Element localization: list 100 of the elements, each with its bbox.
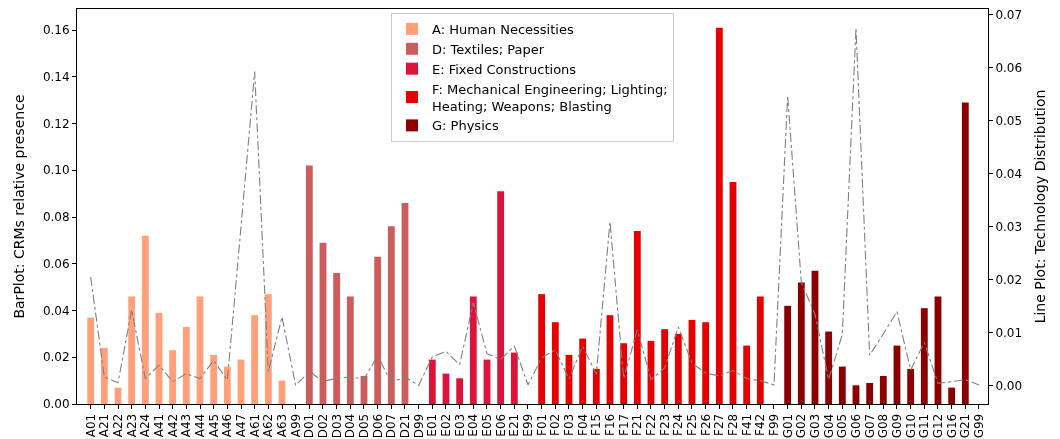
x-tick-label: G03 [807,413,822,439]
x-tick-label: F99 [766,413,781,436]
bar [346,296,354,404]
x-tick-label: F15 [589,413,604,436]
x-tick-label: E21 [507,413,522,437]
bar [702,322,710,404]
bar [141,235,149,404]
y-tick-label: 0.08 [42,210,70,225]
bar [907,368,915,404]
x-tick-label: G04 [821,413,836,439]
x-tick-label: A61 [247,413,262,438]
x-tick-label: D04 [343,413,358,439]
x-tick-label: D05 [356,413,371,439]
y-tick-label: 0.12 [42,116,70,131]
y2-tick-label: 0.07 [995,7,1023,22]
bar [305,165,313,404]
x-tick-label: A45 [206,413,221,438]
x-tick-label: G99 [971,413,986,439]
x-tick-label: A23 [124,413,139,438]
bar [497,191,505,404]
y2-tick-label: 0.01 [995,326,1023,341]
x-tick-label: A46 [220,413,235,438]
x-tick-label: E99 [520,413,535,437]
bar [510,352,518,404]
x-tick-label: G10 [903,413,918,439]
x-tick-label: A42 [165,413,180,438]
bar [633,231,641,404]
y2-axis-title: Line Plot: Technology Distribution [1032,89,1049,324]
x-tick-label: F26 [698,413,713,436]
x-tick-label: D06 [370,413,385,439]
x-tick-label: D07 [384,413,399,439]
bar [825,331,833,404]
bar [674,333,682,404]
bar [948,387,956,404]
bar [551,322,559,404]
bar [838,366,846,404]
legend-label: G: Physics [432,118,499,134]
x-tick-label: E04 [466,413,481,437]
x-tick-label: D21 [397,413,412,439]
x-tick-label: G12 [930,413,945,439]
bar [428,359,436,404]
x-tick-label: D02 [315,413,330,439]
bar [387,226,395,404]
x-tick-label: A43 [179,413,194,438]
x-tick-label: G01 [780,413,795,439]
x-tick-label: G11 [917,413,932,439]
y-tick-label: 0.04 [42,303,70,318]
bar [879,375,887,404]
x-tick-label: A62 [261,413,276,438]
y2-tick-label: 0.02 [995,272,1023,287]
x-tick-label: F28 [725,413,740,436]
x-tick-label: G16 [944,413,959,439]
bar [784,305,792,404]
x-tick-label: G06 [848,413,863,439]
bar [374,256,382,404]
x-tick-label: F42 [753,413,768,436]
x-tick-label: F22 [643,413,658,436]
x-tick-label: A24 [138,413,153,438]
y-tick-label: 0.10 [42,163,70,178]
x-tick-label: E05 [479,413,494,437]
bar [715,27,723,404]
y2-tick-label: 0.06 [995,60,1023,75]
x-tick-label: E01 [425,413,440,437]
bar [538,294,546,404]
bar [128,296,136,404]
y-tick-label: 0.16 [42,23,70,38]
x-tick-label: G09 [889,413,904,439]
bar [961,102,969,404]
x-tick-label: D01 [302,413,317,439]
y-axis-title: BarPlot: CRMs relative presence [11,94,28,319]
x-tick-label: A44 [192,413,207,438]
x-tick-label: F03 [561,413,576,436]
legend-label: F: Mechanical Engineering; Lighting; Heating; Weapons; Blasting [432,81,668,114]
y2-tick-label: 0.03 [995,219,1023,234]
x-tick-label: G05 [835,413,850,439]
bar [592,368,600,404]
bar [469,296,477,404]
x-tick-label: A41 [151,413,166,438]
legend-label: D: Textiles; Paper [432,41,545,57]
y-tick-label: 0.06 [42,256,70,271]
y-tick-label: 0.02 [42,350,70,365]
x-tick-label: F16 [602,413,617,436]
x-tick-label: A21 [97,413,112,438]
x-tick-label: A99 [288,413,303,438]
y-tick-label: 0.00 [42,397,70,412]
x-tick-label: G07 [862,413,877,439]
y2-tick-label: 0.05 [995,113,1023,128]
x-tick-label: F41 [739,413,754,436]
bar [756,296,764,404]
x-tick-label: F02 [548,413,563,436]
x-tick-label: A22 [110,413,125,438]
bar [661,329,669,404]
x-tick-label: D99 [411,413,426,439]
x-tick-label: A01 [83,413,98,438]
x-tick-label: G02 [794,413,809,439]
legend-label: E: Fixed Constructions [432,61,577,77]
x-tick-label: F24 [671,413,686,436]
x-tick-label: A63 [274,413,289,438]
bar [210,354,218,404]
y2-tick-label: 0.00 [995,379,1023,394]
